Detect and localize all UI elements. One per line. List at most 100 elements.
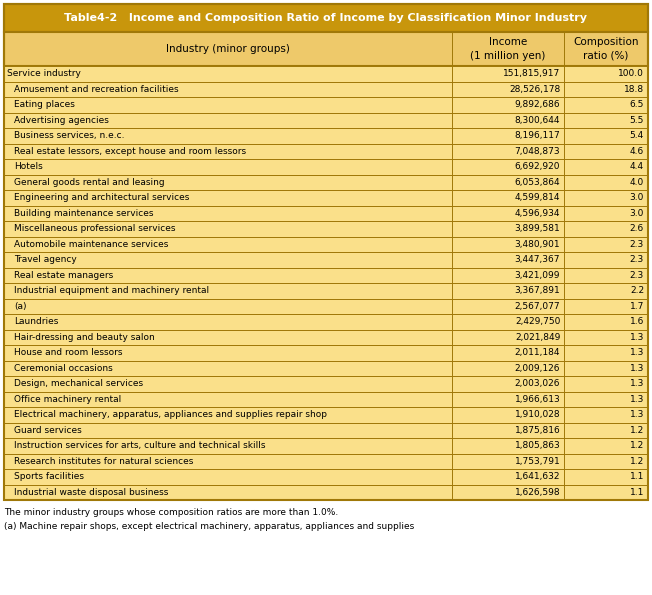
Text: Eating places: Eating places [14,100,75,109]
Text: 2.2: 2.2 [630,286,644,295]
Text: Industrial equipment and machinery rental: Industrial equipment and machinery renta… [14,286,209,295]
Text: Travel agency: Travel agency [14,255,77,264]
Text: 1.1: 1.1 [630,472,644,481]
Text: 2,011,184: 2,011,184 [515,348,560,357]
Bar [4,143,648,159]
Text: 3.0: 3.0 [630,209,644,218]
Bar [4,190,648,205]
Bar [4,453,648,469]
Text: Research institutes for natural sciences: Research institutes for natural sciences [14,457,194,466]
Text: 6,053,864: 6,053,864 [514,178,560,187]
Text: Income
(1 million yen): Income (1 million yen) [470,37,546,61]
Bar [4,159,648,174]
Text: Electrical machinery, apparatus, appliances and supplies repair shop: Electrical machinery, apparatus, applian… [14,410,327,419]
Text: 3,421,099: 3,421,099 [515,271,560,280]
Text: 2,567,077: 2,567,077 [514,302,560,311]
Text: 4.4: 4.4 [630,162,644,171]
Text: Service industry: Service industry [7,69,81,79]
Text: 6.5: 6.5 [630,100,644,109]
Bar [4,205,648,221]
Bar [4,422,648,438]
Text: 4,596,934: 4,596,934 [515,209,560,218]
Bar [4,112,648,128]
Bar [4,221,648,236]
Text: Hair-dressing and beauty salon: Hair-dressing and beauty salon [14,333,155,342]
Text: Laundries: Laundries [14,317,59,326]
Text: 4,599,814: 4,599,814 [515,193,560,202]
Text: Industrial waste disposal business: Industrial waste disposal business [14,488,168,497]
Text: 1.1: 1.1 [630,488,644,497]
Bar [4,32,648,66]
Bar [4,268,648,283]
Text: Guard services: Guard services [14,426,82,435]
Text: 1.3: 1.3 [630,364,644,372]
Text: Miscellaneous professional services: Miscellaneous professional services [14,224,175,233]
Bar [4,4,648,500]
Text: (a) Machine repair shops, except electrical machinery, apparatus, appliances and: (a) Machine repair shops, except electri… [4,522,414,531]
Text: 3,367,891: 3,367,891 [514,286,560,295]
Text: Building maintenance services: Building maintenance services [14,209,153,218]
Text: 9,892,686: 9,892,686 [514,100,560,109]
Bar [4,407,648,422]
Bar [4,438,648,453]
Bar [4,330,648,345]
Text: 5.5: 5.5 [630,116,644,125]
Bar [4,66,648,82]
Text: Real estate lessors, except house and room lessors: Real estate lessors, except house and ro… [14,147,246,156]
Text: 7,048,873: 7,048,873 [514,147,560,156]
Text: 1.3: 1.3 [630,379,644,389]
Text: 1,753,791: 1,753,791 [514,457,560,466]
Text: 1,641,632: 1,641,632 [515,472,560,481]
Text: Amusement and recreation facilities: Amusement and recreation facilities [14,84,179,94]
Text: 2,021,849: 2,021,849 [515,333,560,342]
Text: 4.6: 4.6 [630,147,644,156]
Text: 1,910,028: 1,910,028 [514,410,560,419]
Text: 2.3: 2.3 [630,271,644,280]
Text: (a): (a) [14,302,27,311]
Text: 3.0: 3.0 [630,193,644,202]
Text: 1.2: 1.2 [630,426,644,435]
Text: 2,009,126: 2,009,126 [515,364,560,372]
Text: 2,429,750: 2,429,750 [515,317,560,326]
Text: 1,626,598: 1,626,598 [514,488,560,497]
Text: Instruction services for arts, culture and technical skills: Instruction services for arts, culture a… [14,441,265,450]
Bar [4,236,648,252]
Text: 3,899,581: 3,899,581 [514,224,560,233]
Text: 2.6: 2.6 [630,224,644,233]
Bar [4,283,648,299]
Text: 18.8: 18.8 [624,84,644,94]
Bar [4,299,648,314]
Text: 8,196,117: 8,196,117 [514,131,560,140]
Text: The minor industry groups whose composition ratios are more than 1.0%.: The minor industry groups whose composit… [4,508,338,517]
Text: Hotels: Hotels [14,162,43,171]
Text: 1,805,863: 1,805,863 [514,441,560,450]
Bar [4,174,648,190]
Bar [4,392,648,407]
Text: Industry (minor groups): Industry (minor groups) [166,44,289,54]
Text: General goods rental and leasing: General goods rental and leasing [14,178,164,187]
Text: 28,526,178: 28,526,178 [509,84,560,94]
Text: 1,875,816: 1,875,816 [514,426,560,435]
Bar [4,361,648,376]
Text: 1.3: 1.3 [630,333,644,342]
Bar [4,82,648,97]
Bar [4,252,648,268]
Bar [4,345,648,361]
Text: 3,447,367: 3,447,367 [515,255,560,264]
Bar [4,4,648,32]
Text: Real estate managers: Real estate managers [14,271,113,280]
Text: Advertising agencies: Advertising agencies [14,116,109,125]
Bar [4,128,648,143]
Text: 100.0: 100.0 [618,69,644,79]
Text: House and room lessors: House and room lessors [14,348,123,357]
Text: Business services, n.e.c.: Business services, n.e.c. [14,131,125,140]
Text: 3,480,901: 3,480,901 [514,240,560,249]
Text: 1.2: 1.2 [630,441,644,450]
Bar [4,97,648,112]
Text: Office machinery rental: Office machinery rental [14,394,121,404]
Text: Sports facilities: Sports facilities [14,472,84,481]
Text: 2.3: 2.3 [630,240,644,249]
Bar [4,376,648,392]
Text: 1.3: 1.3 [630,348,644,357]
Text: 2.3: 2.3 [630,255,644,264]
